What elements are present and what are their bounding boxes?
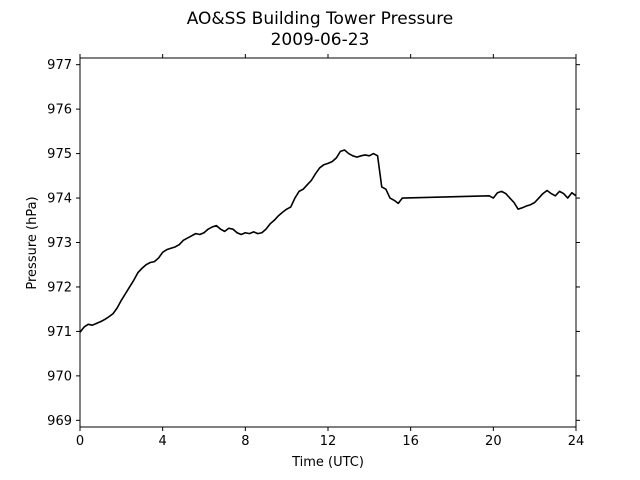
y-axis-label: Pressure (hPa) [25,196,40,289]
axis-ticks: 0 4 8 12 16 20 24 969 970 971 972 973 974 975 976 977 [47,54,584,449]
series-line [79,149,577,333]
y-tick-label: 975 [47,147,72,162]
y-tick-label: 977 [47,58,72,73]
x-tick-label: 0 [76,434,84,449]
y-tick-label: 972 [47,280,72,295]
chart-title: AO&SS Building Tower Pressure [187,9,454,29]
x-tick-label: 12 [320,434,337,449]
x-axis-label: Time (UTC) [291,455,364,470]
y-tick-label: 970 [47,369,72,384]
y-tick-label: 974 [47,192,72,207]
x-tick-label: 24 [568,434,585,449]
x-tick-label: 8 [241,434,249,449]
x-tick-label: 4 [159,434,167,449]
y-tick-label: 976 [47,103,72,118]
series-layer [79,149,577,333]
chart-subtitle: 2009-06-23 [271,30,370,50]
y-tick-label: 973 [47,236,72,251]
x-tick-label: 20 [485,434,502,449]
y-tick-label: 971 [47,325,72,340]
plot-frame [79,57,577,428]
x-tick-label: 16 [402,434,419,449]
y-tick-label: 969 [47,414,72,429]
